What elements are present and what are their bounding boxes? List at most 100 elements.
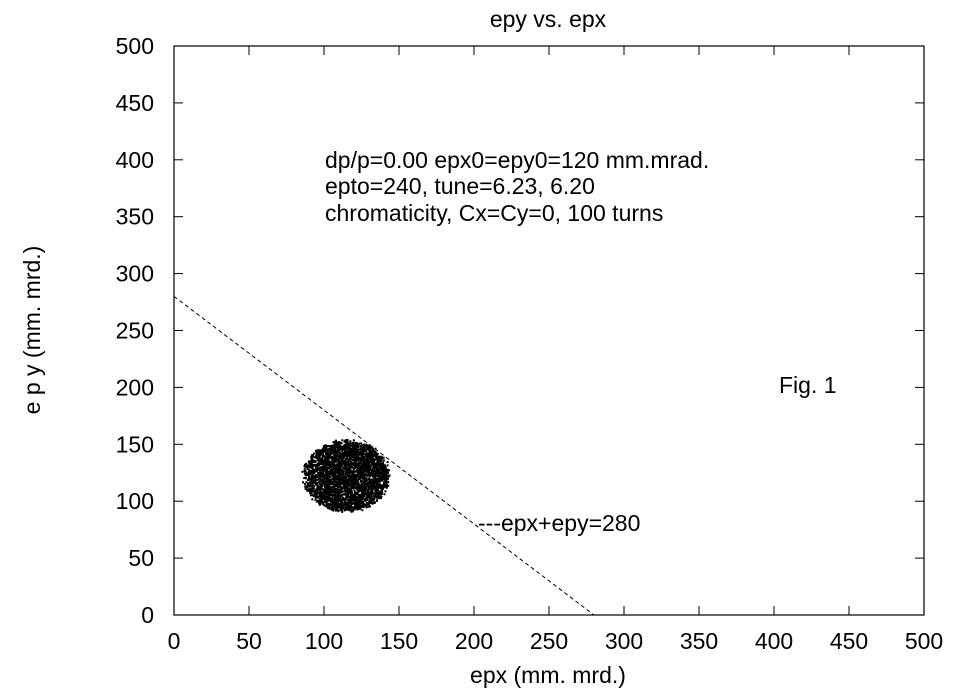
- scatter-point: [373, 462, 376, 465]
- scatter-point: [366, 444, 369, 447]
- scatter-point: [353, 499, 356, 502]
- y-tick-label: 50: [128, 545, 154, 571]
- scatter-point: [341, 452, 344, 455]
- scatter-point: [326, 493, 329, 496]
- scatter-point: [354, 448, 357, 451]
- scatter-point: [345, 489, 348, 492]
- scatter-point: [369, 453, 372, 456]
- scatter-point: [355, 476, 358, 479]
- scatter-point: [315, 465, 318, 468]
- scatter-point: [334, 484, 337, 487]
- scatter-point: [305, 465, 308, 468]
- scatter-point: [330, 493, 333, 496]
- scatter-point: [371, 499, 374, 502]
- scatter-point: [348, 505, 351, 508]
- scatter-point: [315, 467, 318, 470]
- scatter-point: [337, 493, 340, 496]
- scatter-point: [338, 467, 341, 470]
- scatter-point: [375, 496, 378, 499]
- scatter-point: [354, 442, 357, 445]
- scatter-point: [371, 489, 374, 492]
- scatter-point: [351, 499, 354, 502]
- scatter-point: [347, 482, 350, 485]
- scatter-point: [338, 463, 341, 466]
- x-tick-label: 400: [755, 628, 793, 654]
- scatter-point: [386, 469, 389, 472]
- scatter-point: [308, 476, 311, 479]
- scatter-point: [363, 487, 366, 490]
- scatter-point: [378, 491, 381, 494]
- plot-frame: [173, 45, 925, 616]
- scatter-point: [376, 470, 379, 473]
- scatter-point: [335, 485, 338, 488]
- scatter-point: [371, 446, 374, 449]
- scatter-point: [383, 485, 386, 488]
- scatter-point: [324, 470, 327, 473]
- scatter-point: [340, 460, 343, 463]
- scatter-point: [364, 450, 367, 453]
- scatter-point: [350, 485, 353, 488]
- scatter-point: [346, 489, 349, 492]
- scatter-point: [385, 486, 388, 489]
- scatter-point: [336, 486, 339, 489]
- scatter-point: [359, 471, 362, 474]
- scatter-point: [363, 469, 366, 472]
- scatter-point: [351, 458, 354, 461]
- scatter-point: [341, 471, 344, 474]
- scatter-point: [344, 498, 347, 501]
- scatter-point: [351, 476, 354, 479]
- scatter-point: [338, 460, 341, 463]
- scatter-point: [329, 470, 332, 473]
- scatter-point: [358, 477, 361, 480]
- scatter-point: [334, 483, 337, 486]
- scatter-point: [337, 455, 340, 458]
- scatter-point: [348, 472, 351, 475]
- scatter-point: [340, 456, 343, 459]
- scatter-point: [336, 449, 339, 452]
- scatter-point: [346, 483, 349, 486]
- scatter-point: [367, 452, 370, 455]
- scatter-point: [366, 461, 369, 464]
- scatter-point: [312, 470, 315, 473]
- scatter-point: [326, 498, 329, 501]
- scatter-point: [330, 489, 333, 492]
- scatter-point: [343, 482, 346, 485]
- scatter-point: [344, 439, 347, 442]
- scatter-point: [355, 479, 358, 482]
- scatter-point: [383, 464, 386, 467]
- scatter-point: [353, 450, 356, 453]
- scatter-point: [306, 484, 309, 487]
- scatter-point: [312, 459, 315, 462]
- x-tick-label: 200: [455, 628, 493, 654]
- scatter-point: [329, 460, 332, 463]
- scatter-point: [358, 453, 361, 456]
- scatter-point: [321, 502, 324, 505]
- scatter-point: [339, 504, 342, 507]
- scatter-point: [382, 476, 385, 479]
- scatter-point: [365, 494, 368, 497]
- scatter-point: [357, 449, 360, 452]
- scatter-point: [357, 475, 360, 478]
- scatter-point: [344, 506, 347, 509]
- scatter-point: [357, 496, 360, 499]
- scatter-point: [382, 463, 385, 466]
- scatter-point: [362, 503, 365, 506]
- scatter-point: [337, 503, 340, 506]
- scatter-point: [359, 497, 362, 500]
- scatter-point: [339, 465, 342, 468]
- scatter-point: [314, 474, 317, 477]
- scatter-point: [334, 465, 337, 468]
- scatter-point: [305, 463, 308, 466]
- scatter-point: [309, 477, 312, 480]
- scatter-point: [353, 473, 356, 476]
- scatter-point: [327, 458, 330, 461]
- scatter-point: [373, 458, 376, 461]
- scatter-point: [337, 490, 340, 493]
- scatter-point: [387, 484, 390, 487]
- scatter-point: [330, 464, 333, 467]
- scatter-point: [308, 460, 311, 463]
- scatter-point: [332, 470, 335, 473]
- scatter-point: [319, 453, 322, 456]
- scatter-point: [383, 472, 386, 475]
